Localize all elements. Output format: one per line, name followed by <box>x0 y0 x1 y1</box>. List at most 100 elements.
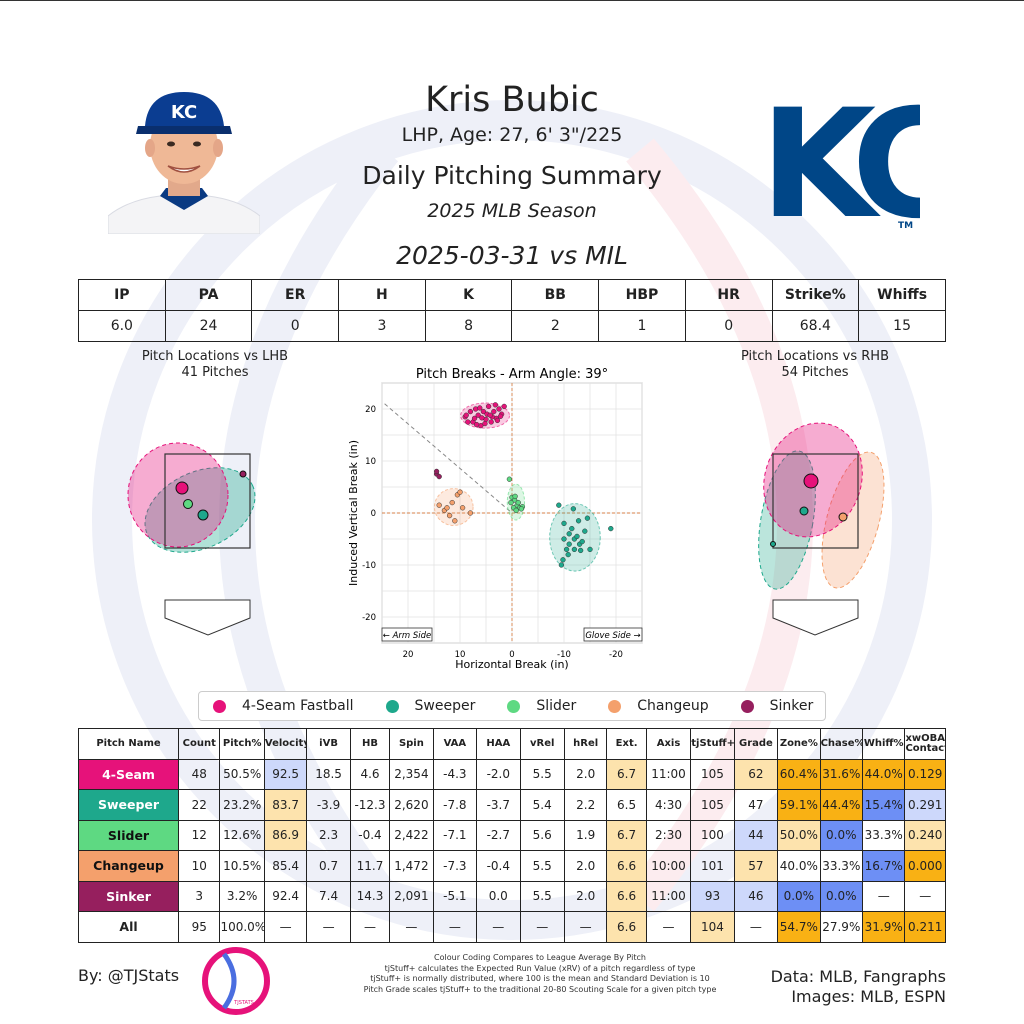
game-stats-table: IP PA ER H K BB HBP HR Strike% Whiffs 6.0 24 0 3 8 2 1 0… <box>78 279 946 342</box>
tjstats-logo: TJSTATS <box>202 947 270 1015</box>
metric-cell: 5.6 <box>519 819 565 851</box>
byline: By: @TJStats <box>78 966 180 985</box>
rhb-fastball-mean <box>803 473 819 489</box>
data-point <box>467 510 474 516</box>
legend-item: Sweeper <box>385 698 475 714</box>
stat-header: IP <box>78 279 166 311</box>
metric-cell: -2.0 <box>476 758 521 790</box>
changeup-zone-ellipse <box>821 451 885 589</box>
metric-cell: 5.5 <box>519 758 565 790</box>
pitch-table-header-cell: Count <box>178 728 221 760</box>
stats-header-row: IP PA ER H K BB HBP HR Strike% Whiffs <box>78 279 946 311</box>
metric-cell: 16.7% <box>861 850 906 882</box>
fastball-zone-ellipse <box>127 442 229 548</box>
pitch-table-header-cell: HB <box>349 728 391 760</box>
data-point <box>479 415 485 421</box>
stat-header: K <box>424 279 513 311</box>
data-point <box>444 505 450 511</box>
pitch-table-header-cell: Spin <box>389 728 434 760</box>
metric-cell: 27.9% <box>819 911 864 943</box>
pitch-table-header-cell: Velocity <box>263 728 308 760</box>
footer-notes: Colour Coding Compares to League Average… <box>330 953 750 995</box>
y-tick-label: -10 <box>362 561 376 571</box>
stat-value: 24 <box>164 310 253 342</box>
pitch-name-cell: 4-Seam <box>77 758 180 790</box>
data-point <box>471 415 478 422</box>
stat-header: Strike% <box>771 279 860 311</box>
pitch-table-header-cell: iVB <box>306 728 351 760</box>
pitch-name-cell: Sinker <box>77 880 180 912</box>
metric-cell: 2,422 <box>389 819 434 851</box>
team-logo: KC TM <box>760 84 920 232</box>
pitch-breaks-chart: Pitch Breaks - Arm Angle: 39° 20 10 0 -10 -2… <box>347 367 643 671</box>
metric-cell: 92.4 <box>263 880 308 912</box>
metric-cell: 7.4 <box>306 880 351 912</box>
metric-cell: -7.8 <box>432 789 478 821</box>
table-row: Sweeper 22 23.2% 83.7 -3.9 -12.3 2,620 -7.8 -3.7… <box>77 789 946 821</box>
data-point <box>608 525 614 532</box>
metric-cell: 62 <box>733 758 779 790</box>
legend-marker <box>213 699 226 713</box>
metric-cell: — <box>733 911 779 943</box>
rhb-changeup-mean <box>838 512 848 522</box>
data-point <box>560 557 566 563</box>
metric-cell: 86.9 <box>263 819 308 851</box>
data-point <box>487 412 493 418</box>
lhb-slider-mean <box>183 499 193 509</box>
metric-cell: 0.000 <box>904 850 946 882</box>
metric-cell: 0.211 <box>904 911 946 943</box>
metric-cell: 57 <box>733 850 779 882</box>
rhb-sweeper-mean <box>799 506 809 516</box>
stat-value: 1 <box>598 310 686 342</box>
metric-cell: -12.3 <box>349 789 391 821</box>
metric-cell: 40.0% <box>777 850 821 882</box>
table-row: Slider 12 12.6% 86.9 2.3 -0.4 2,422 -7.1 -2.7 5.6… <box>77 819 946 851</box>
data-point <box>558 562 565 568</box>
metric-cell: 44.4% <box>819 789 864 821</box>
data-point <box>561 536 567 542</box>
chart-grid <box>381 382 643 644</box>
metric-cell: 4:30 <box>645 789 692 821</box>
lhb-subtitle: 41 Pitches <box>181 365 249 380</box>
y-tick-label: 10 <box>365 457 376 467</box>
stat-header: HR <box>684 279 773 311</box>
pitch-table-header-cell: hRel <box>563 728 608 760</box>
table-row: All 95 100.0% — — — — — — — —6.6—104—54.7% 27.9% 31.… <box>77 911 946 943</box>
metric-cell: 0.7 <box>306 850 351 882</box>
data-point <box>518 506 525 512</box>
data-point <box>459 505 466 511</box>
data-point <box>492 402 499 408</box>
pitch-table-header-cell: Chase% <box>819 728 864 760</box>
sweeper-zone-ellipse <box>144 467 256 553</box>
metric-cell: 95 <box>178 911 221 943</box>
metric-cell: 12 <box>178 819 221 851</box>
credits: Data: MLB, Fangraphs Images: MLB, ESPN <box>771 967 946 1007</box>
metric-cell: 6.6 <box>606 880 647 912</box>
metric-cell: 48 <box>178 758 221 790</box>
data-point <box>569 525 575 532</box>
data-point <box>436 473 442 480</box>
stat-header: ER <box>251 279 340 311</box>
metric-cell: 15.4% <box>861 789 906 821</box>
rhb-title: Pitch Locations vs RHB <box>741 349 889 364</box>
pitch-legend: 4-Seam Fastball Sweeper Slider Changeup Sink… <box>198 691 826 721</box>
metric-cell: 18.5 <box>306 758 351 790</box>
data-point <box>574 533 580 540</box>
metric-cell: 6.6 <box>606 850 647 882</box>
pitch-table-header-cell: vRel <box>519 728 565 760</box>
x-tick-label: 20 <box>403 650 414 660</box>
pitch-name-cell: All <box>77 911 180 943</box>
metric-cell: 50.0% <box>777 819 821 851</box>
metric-cell: — <box>349 911 391 943</box>
images-credit: Images: MLB, ESPN <box>791 987 946 1006</box>
data-point <box>584 515 591 521</box>
data-point <box>494 417 501 424</box>
metric-cell: 46 <box>733 880 779 912</box>
lhb-location-plot <box>127 442 256 636</box>
chart-title: Pitch Breaks - Arm Angle: 39° <box>416 367 608 382</box>
metric-cell: 2.2 <box>563 789 608 821</box>
y-tick-label: 0 <box>371 509 376 519</box>
metric-cell: — <box>263 911 308 943</box>
y-axis-label: Induced Vertical Break (in) <box>347 440 360 586</box>
metric-cell: 0.291 <box>904 789 946 821</box>
